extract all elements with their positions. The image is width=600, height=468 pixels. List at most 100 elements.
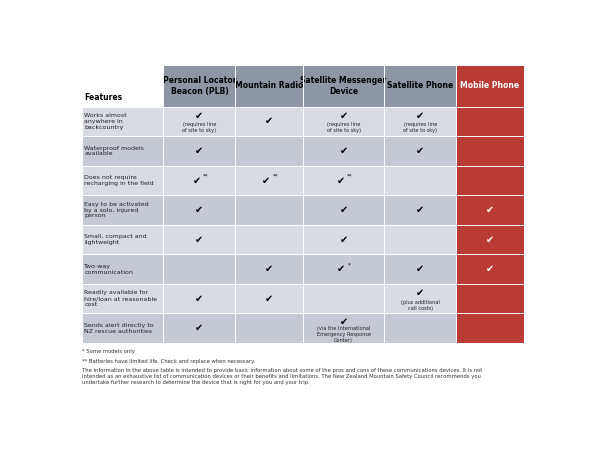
Bar xyxy=(303,166,384,195)
Text: ✔: ✔ xyxy=(265,264,273,274)
Text: ✔: ✔ xyxy=(196,323,203,333)
Text: ✔: ✔ xyxy=(337,264,345,274)
Bar xyxy=(82,284,163,314)
Text: **: ** xyxy=(203,174,208,179)
Bar xyxy=(384,107,457,136)
Text: Features: Features xyxy=(84,93,122,102)
Bar xyxy=(457,65,524,107)
Bar xyxy=(82,136,163,166)
Text: (requires line
of site to sky): (requires line of site to sky) xyxy=(182,123,217,133)
Text: (plus additional
call costs): (plus additional call costs) xyxy=(401,300,440,311)
Bar xyxy=(163,255,235,284)
Text: Personal Locator
Beacon (PLB): Personal Locator Beacon (PLB) xyxy=(163,76,236,95)
Text: ✔: ✔ xyxy=(196,234,203,245)
Text: ✔: ✔ xyxy=(486,234,494,245)
Text: ✔: ✔ xyxy=(196,294,203,304)
Bar xyxy=(303,255,384,284)
Text: ✔: ✔ xyxy=(416,146,424,156)
Bar xyxy=(235,284,303,314)
Bar xyxy=(457,166,524,195)
Bar xyxy=(303,225,384,255)
Bar xyxy=(163,284,235,314)
Text: (requires line
of site to sky): (requires line of site to sky) xyxy=(403,123,437,133)
Text: Sends alert directly to
NZ rescue authorities: Sends alert directly to NZ rescue author… xyxy=(84,323,154,334)
Bar xyxy=(384,314,457,343)
Bar xyxy=(82,166,163,195)
Bar xyxy=(457,284,524,314)
Bar xyxy=(163,136,235,166)
Bar xyxy=(82,65,163,107)
Text: *: * xyxy=(348,262,351,267)
Text: Does not require
recharging in the field: Does not require recharging in the field xyxy=(84,175,154,186)
Text: ✔: ✔ xyxy=(196,205,203,215)
Bar xyxy=(303,65,384,107)
Bar xyxy=(235,166,303,195)
Bar xyxy=(235,225,303,255)
Text: Two-way
communication: Two-way communication xyxy=(84,264,133,275)
Bar xyxy=(457,136,524,166)
Bar xyxy=(457,255,524,284)
Text: ✔: ✔ xyxy=(340,146,347,156)
Bar xyxy=(163,107,235,136)
Text: Easy to be activated
by a solo, injured
person: Easy to be activated by a solo, injured … xyxy=(84,202,149,219)
Bar xyxy=(163,225,235,255)
Text: ✔: ✔ xyxy=(340,234,347,245)
Bar xyxy=(235,314,303,343)
Bar xyxy=(235,65,303,107)
Bar xyxy=(303,284,384,314)
Bar xyxy=(82,225,163,255)
Text: ✔: ✔ xyxy=(265,294,273,304)
Text: ✔: ✔ xyxy=(196,110,203,120)
Bar xyxy=(384,284,457,314)
Text: Satellite Messenger
Device: Satellite Messenger Device xyxy=(301,76,386,95)
Text: Satellite Phone: Satellite Phone xyxy=(387,81,454,90)
Text: ✔: ✔ xyxy=(416,110,424,120)
Bar xyxy=(384,65,457,107)
Bar xyxy=(384,166,457,195)
Bar xyxy=(82,107,163,136)
Text: Waterproof models
available: Waterproof models available xyxy=(84,146,144,156)
Text: Readily available for
hire/loan at reasonable
cost: Readily available for hire/loan at reaso… xyxy=(84,290,157,307)
Bar xyxy=(163,65,235,107)
Text: ✔: ✔ xyxy=(193,176,200,185)
Bar xyxy=(163,195,235,225)
Text: ✔: ✔ xyxy=(340,317,347,327)
Bar xyxy=(303,195,384,225)
Bar xyxy=(303,107,384,136)
Text: (via the International
Emergency Response
Center): (via the International Emergency Respons… xyxy=(317,327,371,343)
Bar xyxy=(384,225,457,255)
Text: ✔: ✔ xyxy=(262,176,271,185)
Bar xyxy=(235,107,303,136)
Bar xyxy=(384,255,457,284)
Text: * Some models only: * Some models only xyxy=(82,350,135,354)
Bar xyxy=(163,166,235,195)
Text: ✔: ✔ xyxy=(486,205,494,215)
Text: ✔: ✔ xyxy=(196,146,203,156)
Text: ** Batteries have limited life. Check and replace when necessary.: ** Batteries have limited life. Check an… xyxy=(82,359,255,364)
Bar xyxy=(457,314,524,343)
Bar xyxy=(235,136,303,166)
Text: ✔: ✔ xyxy=(416,288,424,298)
Bar xyxy=(235,255,303,284)
Bar xyxy=(82,314,163,343)
Bar xyxy=(235,195,303,225)
Bar xyxy=(457,225,524,255)
Text: Small, compact and
lightweight: Small, compact and lightweight xyxy=(84,234,147,245)
Bar xyxy=(457,195,524,225)
Text: ✔: ✔ xyxy=(265,117,273,126)
Bar xyxy=(384,195,457,225)
Text: ✔: ✔ xyxy=(486,264,494,274)
Text: (requires line
of site to sky): (requires line of site to sky) xyxy=(326,123,361,133)
Text: **: ** xyxy=(347,174,352,179)
Text: ✔: ✔ xyxy=(340,110,347,120)
Text: **: ** xyxy=(272,174,278,179)
Bar xyxy=(303,136,384,166)
Bar xyxy=(82,255,163,284)
Text: ✔: ✔ xyxy=(416,205,424,215)
Bar xyxy=(303,314,384,343)
Text: The information in the above table is intended to provide basic information abou: The information in the above table is in… xyxy=(82,368,482,385)
Text: ✔: ✔ xyxy=(340,205,347,215)
Bar xyxy=(384,136,457,166)
Text: ✔: ✔ xyxy=(337,176,345,185)
Bar xyxy=(163,314,235,343)
